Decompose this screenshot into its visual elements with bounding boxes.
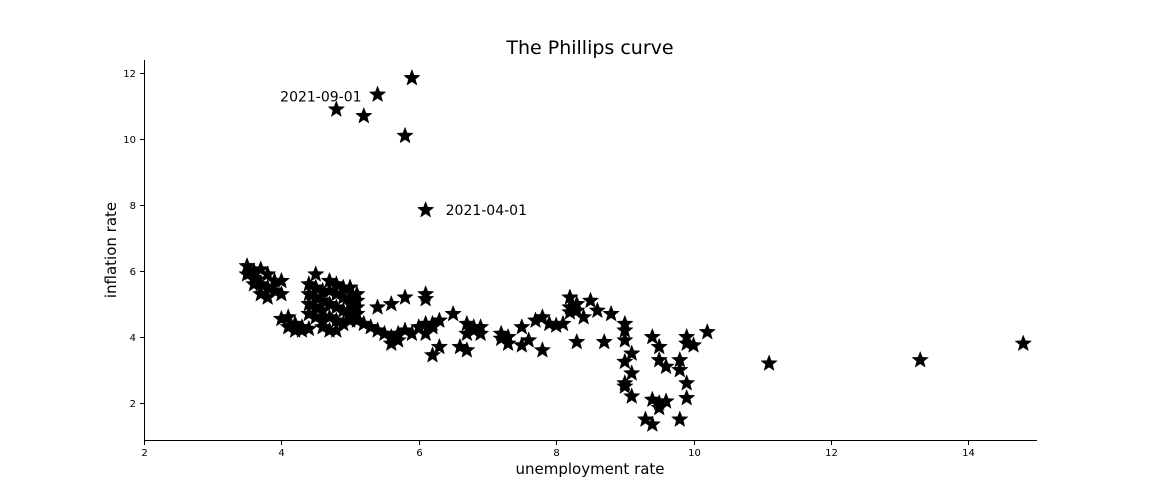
data-point-star	[258, 265, 277, 282]
y-tick-label: 12	[123, 69, 136, 80]
data-point-star	[248, 270, 267, 287]
data-point-star	[341, 311, 359, 329]
data-point-star	[677, 388, 696, 406]
data-point-star	[911, 350, 929, 368]
y-tick-label: 4	[130, 333, 136, 344]
data-point-star	[458, 314, 476, 332]
annotations: 2021-09-01 2021-04-01	[280, 89, 527, 219]
data-point-star	[458, 341, 476, 358]
data-point-star	[650, 393, 668, 411]
data-point-star	[622, 387, 641, 404]
data-point-star	[368, 298, 387, 315]
data-point-star	[430, 311, 449, 329]
data-point-star	[677, 374, 696, 391]
x-tick-label: 14	[962, 448, 975, 459]
data-point-star	[650, 337, 668, 355]
data-point-star	[519, 331, 538, 348]
x-tick-label: 8	[553, 448, 559, 459]
data-point-star	[272, 271, 291, 289]
data-point-star	[595, 332, 613, 350]
data-point-star	[677, 334, 696, 352]
data-point-star	[643, 327, 662, 345]
data-point-star	[423, 317, 442, 335]
y-tick-label: 6	[130, 267, 136, 278]
data-points	[238, 68, 1033, 432]
y-tick-label: 2	[130, 399, 136, 410]
data-point-star	[671, 360, 689, 378]
data-point-star	[416, 200, 435, 218]
data-point-star	[382, 294, 401, 312]
data-point-star	[258, 288, 277, 305]
data-point-star	[581, 291, 600, 309]
y-ticks: 2 4 6 8 10 12	[123, 69, 144, 410]
data-point-star	[396, 126, 414, 144]
data-point-star	[444, 304, 462, 322]
x-ticks: 2 4 6 8 10 12 14	[141, 441, 975, 459]
data-point-star	[513, 317, 531, 335]
data-point-star	[622, 344, 641, 362]
data-point-star	[293, 317, 311, 335]
data-point-star	[416, 324, 435, 342]
data-point-star	[568, 332, 586, 350]
data-point-star	[588, 301, 607, 319]
data-point-star	[533, 308, 552, 325]
data-point-star	[1014, 334, 1033, 352]
data-point-star	[327, 100, 346, 117]
data-point-star	[574, 308, 593, 325]
data-point-star	[430, 337, 449, 355]
data-point-star	[616, 352, 634, 370]
data-point-star	[471, 317, 490, 335]
x-tick-label: 10	[688, 448, 701, 459]
y-axis-label: inflation rate	[102, 202, 120, 298]
data-point-star	[657, 357, 675, 375]
x-axis-label: unemployment rate	[515, 460, 664, 478]
data-point-star	[554, 314, 572, 332]
data-point-star	[616, 331, 634, 348]
data-point-star	[355, 106, 373, 124]
data-point-star	[499, 334, 517, 352]
y-tick-label: 8	[130, 201, 136, 212]
data-point-star	[650, 350, 668, 368]
data-point-star	[698, 322, 717, 340]
x-tick-label: 4	[278, 448, 284, 459]
data-point-star	[306, 265, 325, 282]
chart-title: The Phillips curve	[505, 37, 673, 59]
data-point-star	[643, 415, 662, 432]
data-point-star	[368, 85, 387, 103]
data-point-star	[533, 341, 552, 358]
x-tick-label: 12	[825, 448, 838, 459]
data-point-star	[416, 289, 435, 307]
data-point-star	[561, 303, 579, 320]
data-point-star	[671, 410, 689, 428]
data-point-star	[241, 263, 260, 281]
data-point-star	[272, 285, 291, 302]
axes	[144, 60, 1037, 441]
data-point-star	[396, 288, 414, 305]
data-point-star	[622, 364, 641, 381]
data-point-star	[403, 68, 421, 86]
data-point-star	[602, 304, 620, 322]
data-point-star	[423, 346, 442, 363]
x-tick-label: 2	[141, 448, 147, 459]
data-point-star	[616, 377, 634, 395]
x-tick-label: 6	[416, 448, 422, 459]
annotation-label: 2021-09-01	[280, 89, 361, 105]
y-tick-label: 10	[123, 135, 136, 146]
data-point-star	[760, 354, 778, 371]
annotation-label: 2021-04-01	[446, 203, 527, 219]
